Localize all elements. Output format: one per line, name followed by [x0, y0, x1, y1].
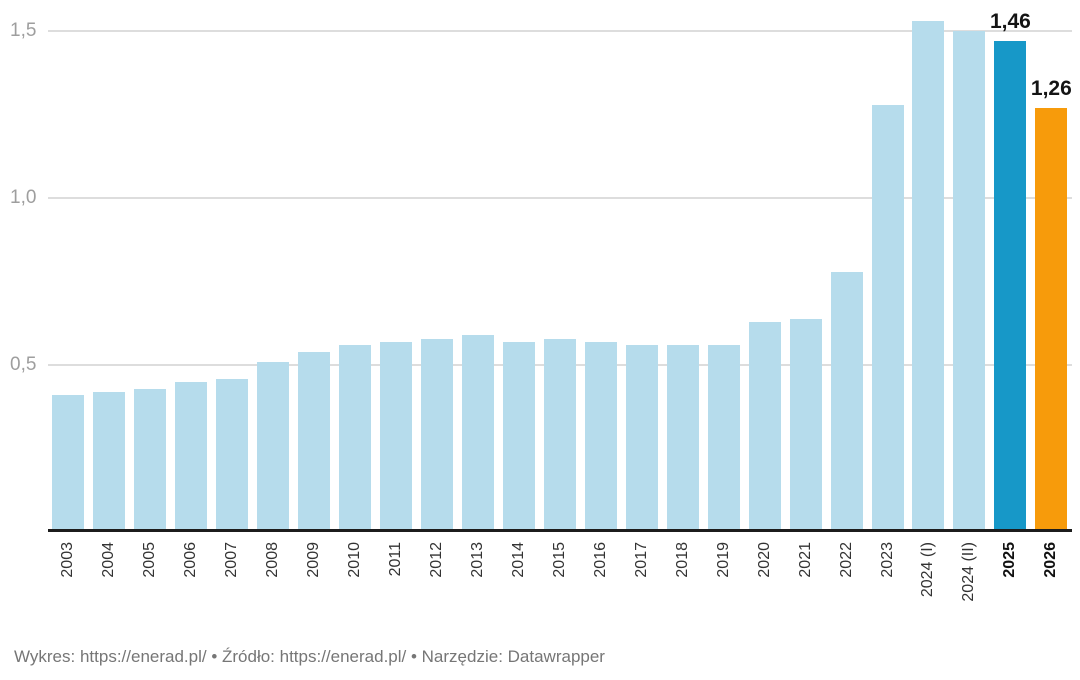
bar-2013 — [462, 335, 494, 529]
bar-slot: 2023 — [867, 0, 908, 578]
bar-slot: 2006 — [171, 0, 212, 578]
bar-2025 — [994, 41, 1027, 529]
bar-slot: 2010 — [335, 0, 376, 578]
x-tick-label: 2010 — [346, 542, 364, 578]
bar-slot: 1,26 2026 — [1030, 0, 1072, 578]
y-tick-label: 1,5 — [10, 20, 37, 41]
x-tick-label: 2021 — [796, 542, 814, 578]
bar-2024-I — [912, 21, 945, 529]
x-tick-label: 2014 — [509, 542, 527, 578]
x-tick-label: 2019 — [714, 542, 732, 578]
bar-2026 — [1035, 108, 1068, 529]
bar-2005 — [134, 389, 167, 529]
bar-2020 — [748, 322, 781, 529]
bar-slot: 2024 (II) — [949, 0, 990, 602]
bar-2019 — [707, 345, 740, 529]
x-tick-label: 2004 — [100, 542, 118, 578]
bar-slot: 2007 — [212, 0, 253, 578]
x-tick-label: 2015 — [550, 542, 568, 578]
bar-slot: 2019 — [703, 0, 744, 578]
bars-container: 2003 2004 2005 2006 2007 2008 2009 2010 2011 2012… — [48, 0, 1072, 602]
bar-slot: 2003 — [48, 0, 89, 578]
bar-2022 — [830, 272, 863, 529]
bar-slot: 2009 — [294, 0, 335, 578]
bar-chart: 2003 2004 2005 2006 2007 2008 2009 2010 2011 2012… — [10, 0, 1072, 602]
y-tick-label: 0,5 — [10, 354, 37, 375]
gridline — [48, 197, 1072, 199]
bar-slot: 2020 — [744, 0, 785, 578]
bar-2017 — [625, 345, 658, 529]
x-tick-label: 2018 — [673, 542, 691, 578]
x-tick-label: 2024 (II) — [960, 542, 978, 602]
bar-slot: 2022 — [826, 0, 867, 578]
x-tick-label: 2005 — [141, 542, 159, 578]
bar-slot: 2013 — [458, 0, 499, 578]
x-tick-label: 2026 — [1042, 542, 1060, 578]
bar-slot: 2014 — [498, 0, 539, 578]
x-tick-label: 2022 — [837, 542, 855, 578]
bar-slot: 2016 — [580, 0, 621, 578]
bar-slot: 2021 — [785, 0, 826, 578]
bar-2010 — [339, 345, 372, 529]
x-tick-label: 2007 — [223, 542, 241, 578]
x-tick-label: 2012 — [428, 542, 446, 578]
bar-value-label: 1,46 — [989, 10, 1031, 33]
x-tick-label: 2016 — [591, 542, 609, 578]
x-tick-label: 2008 — [264, 542, 282, 578]
x-tick-label: 2017 — [632, 542, 650, 578]
bar-slot: 2004 — [89, 0, 130, 578]
bar-2021 — [789, 319, 822, 529]
x-tick-label: 2025 — [1001, 542, 1019, 578]
bar-2007 — [216, 379, 249, 529]
x-tick-label: 2023 — [878, 542, 896, 578]
x-tick-label: 2009 — [305, 542, 323, 578]
x-tick-label: 2013 — [469, 542, 486, 578]
bar-2004 — [93, 392, 126, 529]
gridline — [48, 30, 1072, 32]
bar-slot: 1,46 2025 — [989, 0, 1031, 578]
bar-2011 — [380, 342, 413, 529]
x-tick-label: 2024 (I) — [919, 542, 937, 598]
bar-2014 — [502, 342, 535, 529]
bar-2008 — [257, 362, 290, 529]
x-tick-label: 2006 — [182, 542, 200, 578]
bar-2024-II — [953, 31, 986, 529]
bar-2023 — [871, 105, 904, 529]
bar-2006 — [175, 382, 208, 529]
y-tick-label: 1,0 — [10, 187, 37, 208]
x-tick-label: 2003 — [59, 542, 77, 578]
chart-footer-attribution: Wykres: https://enerad.pl/ • Źródło: htt… — [14, 647, 605, 666]
x-tick-label: 2011 — [387, 542, 405, 577]
x-tick-label: 2020 — [755, 542, 773, 578]
plot-area: 2003 2004 2005 2006 2007 2008 2009 2010 2011 2012… — [48, 0, 1072, 602]
bar-slot: 2017 — [621, 0, 662, 578]
bar-slot: 2018 — [662, 0, 703, 578]
bar-slot: 2011 — [376, 0, 417, 576]
bar-slot: 2024 (I) — [908, 0, 949, 597]
bar-slot: 2015 — [539, 0, 580, 578]
bar-2018 — [666, 345, 699, 529]
bar-2012 — [421, 339, 454, 529]
bar-2009 — [298, 352, 331, 529]
bar-slot: 2012 — [417, 0, 458, 578]
bar-slot: 2005 — [130, 0, 171, 578]
bar-2003 — [52, 395, 85, 529]
bar-2015 — [543, 339, 576, 529]
bar-slot: 2008 — [253, 0, 294, 578]
bar-2016 — [584, 342, 617, 529]
bar-value-label: 1,26 — [1030, 77, 1072, 100]
